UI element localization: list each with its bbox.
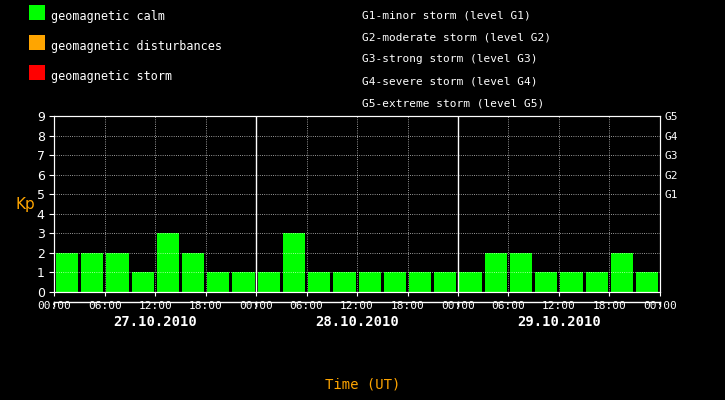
Bar bbox=[56, 253, 78, 292]
Bar bbox=[107, 253, 128, 292]
Bar bbox=[409, 272, 431, 292]
Y-axis label: Kp: Kp bbox=[16, 196, 36, 212]
Text: G4-severe storm (level G4): G4-severe storm (level G4) bbox=[362, 76, 538, 86]
Text: geomagnetic calm: geomagnetic calm bbox=[51, 10, 165, 23]
Text: 28.10.2010: 28.10.2010 bbox=[315, 315, 399, 329]
Text: 29.10.2010: 29.10.2010 bbox=[517, 315, 601, 329]
Bar bbox=[485, 253, 507, 292]
Text: G3-strong storm (level G3): G3-strong storm (level G3) bbox=[362, 54, 538, 64]
Bar bbox=[434, 272, 457, 292]
Bar bbox=[586, 272, 608, 292]
Bar bbox=[384, 272, 406, 292]
Bar bbox=[636, 272, 658, 292]
Bar bbox=[283, 233, 305, 292]
Text: 27.10.2010: 27.10.2010 bbox=[113, 315, 197, 329]
Text: G1-minor storm (level G1): G1-minor storm (level G1) bbox=[362, 10, 531, 20]
Text: Time (UT): Time (UT) bbox=[325, 378, 400, 392]
Bar bbox=[535, 272, 558, 292]
Bar bbox=[460, 272, 481, 292]
Text: G5-extreme storm (level G5): G5-extreme storm (level G5) bbox=[362, 98, 544, 108]
Bar bbox=[207, 272, 229, 292]
Bar bbox=[334, 272, 355, 292]
Bar bbox=[157, 233, 179, 292]
Bar bbox=[182, 253, 204, 292]
Bar bbox=[233, 272, 254, 292]
Text: G2-moderate storm (level G2): G2-moderate storm (level G2) bbox=[362, 32, 552, 42]
Bar bbox=[560, 272, 583, 292]
Bar bbox=[308, 272, 331, 292]
Bar bbox=[257, 272, 280, 292]
Bar bbox=[359, 272, 381, 292]
Bar bbox=[611, 253, 633, 292]
Bar bbox=[510, 253, 532, 292]
Text: geomagnetic storm: geomagnetic storm bbox=[51, 70, 172, 83]
Text: geomagnetic disturbances: geomagnetic disturbances bbox=[51, 40, 222, 53]
Bar bbox=[81, 253, 103, 292]
Bar bbox=[131, 272, 154, 292]
